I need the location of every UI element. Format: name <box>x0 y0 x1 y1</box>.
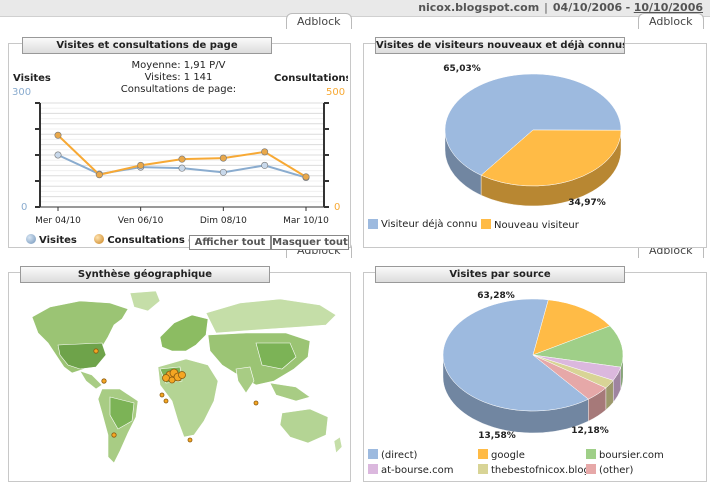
map-india <box>235 366 255 394</box>
map-asia <box>207 332 311 386</box>
legend-dot-orange-icon <box>94 234 105 244</box>
pie-percent-label: 34,97% <box>568 198 606 208</box>
data-point <box>54 131 62 139</box>
visits-line-chart: Mer 04/10 Ven 06/10 Dim 08/10 Mar 10/10 <box>35 102 329 226</box>
x-tick-label: Dim 08/10 <box>200 216 247 226</box>
legend-direct-label: (direct) <box>381 450 418 461</box>
pie-slice <box>444 73 622 176</box>
legend-visits-label: Visites <box>39 235 77 246</box>
data-point <box>219 154 227 162</box>
visits-panel-title: Visites et consultations de page <box>22 37 272 54</box>
x-tick-label: Ven 06/10 <box>118 216 164 226</box>
average-text: Moyenne: 1,91 P/V <box>131 60 226 71</box>
world-map[interactable] <box>10 285 347 475</box>
legend-pageviews-label: Consultations de <box>107 235 203 246</box>
map-brazil <box>109 396 135 430</box>
visitors-pie-chart: 65,03% 34,97% <box>443 64 622 208</box>
map-southeast-asia <box>269 382 311 402</box>
pie-slice <box>532 354 607 400</box>
legend-swatch-atbourse-icon <box>368 464 378 474</box>
data-point <box>302 173 310 181</box>
sources-pie-chart: 63,28% 13,58% 12,18% <box>442 291 624 441</box>
data-point <box>261 148 269 156</box>
right-axis-max: 500 <box>326 87 346 98</box>
pie-percent-label: 13,58% <box>478 431 516 441</box>
legend-swatch-boursier-icon <box>586 449 596 459</box>
pie-slice <box>532 325 624 368</box>
sources-legend: (direct) google boursier.com at-bourse.c… <box>368 448 704 478</box>
show-all-button[interactable]: Afficher tout <box>189 235 271 250</box>
legend-swatch-orange-icon <box>481 219 491 229</box>
legend-dot-blue-icon <box>26 234 36 244</box>
left-axis-max: 300 <box>12 87 32 98</box>
date-range-bar: nicox.blogspot.com | 04/10/2006 - 10/10/20… <box>0 0 710 17</box>
legend-google-label: google <box>491 450 525 461</box>
data-point <box>54 151 62 159</box>
legend-new-label: Nouveau visiteur <box>494 220 579 231</box>
source-panel-title: Visites par source <box>375 266 625 283</box>
pageviews-text: Consultations de page: <box>120 84 237 95</box>
hide-all-button[interactable]: Masquer tout <box>271 235 349 250</box>
map-greenland <box>129 290 161 312</box>
geo-panel-title: Synthèse géographique <box>20 266 270 283</box>
data-point <box>95 171 103 179</box>
legend-boursier-label: boursier.com <box>599 450 664 461</box>
pie-slice <box>480 129 622 187</box>
city-markers <box>93 348 259 443</box>
map-new-zealand <box>333 436 343 454</box>
pie-slice <box>532 299 611 356</box>
data-point <box>178 164 186 172</box>
adblock-tab[interactable]: Adblock <box>286 13 352 29</box>
data-point <box>261 161 269 169</box>
left-axis-min: 0 <box>21 202 28 213</box>
pie-percent-label: 63,28% <box>477 291 515 301</box>
x-tick-label: Mar 10/10 <box>283 216 329 226</box>
data-point <box>178 155 186 163</box>
range-start: 04/10/2006 <box>552 1 623 14</box>
map-australia <box>279 408 329 444</box>
pie-percent-label: 65,03% <box>443 64 481 74</box>
visits-total-text: Visites: 1 141 <box>144 72 213 83</box>
visits-summary: Moyenne: 1,91 P/V Visites: 1 141 Consult… <box>8 60 349 96</box>
legend-swatch-other-icon <box>586 464 596 474</box>
pie-slice <box>442 298 589 412</box>
legend-swatch-direct-icon <box>368 449 378 459</box>
legend-swatch-google-icon <box>478 449 488 459</box>
site-name: nicox.blogspot.com <box>418 1 540 14</box>
legend-swatch-thebestofnicox-icon <box>478 464 488 474</box>
legend-atbourse-label: at-bourse.com <box>381 465 454 476</box>
legend-swatch-blue-icon <box>368 219 378 229</box>
header-separator: | <box>544 1 548 14</box>
left-axis-title: Visites <box>13 73 51 84</box>
map-china <box>255 342 297 370</box>
visits-legend: Visites Consultations de <box>26 234 202 246</box>
right-axis-title: Consultations <box>274 73 348 84</box>
map-central-america <box>79 370 103 390</box>
legend-thebestofnicox-label: thebestofnicox.blogspot.com <box>491 465 586 476</box>
visitors-panel-title: Visites de visiteurs nouveaux et déjà co… <box>375 37 625 54</box>
data-point <box>137 161 145 169</box>
legend-returning-label: Visiteur déjà connu <box>381 219 478 230</box>
range-dash: - <box>625 1 631 14</box>
adblock-tab[interactable]: Adblock <box>638 13 704 29</box>
legend-other-label: (other) <box>599 465 634 476</box>
map-russia <box>205 298 337 334</box>
range-end[interactable]: 10/10/2006 <box>633 1 703 14</box>
map-europe <box>159 314 209 352</box>
x-tick-label: Mer 04/10 <box>35 216 81 226</box>
data-point <box>219 168 227 176</box>
pie-percent-label: 12,18% <box>571 426 609 436</box>
right-axis-min: 0 <box>334 202 341 213</box>
visitors-legend: Visiteur déjà connu Nouveau visiteur <box>368 219 579 231</box>
